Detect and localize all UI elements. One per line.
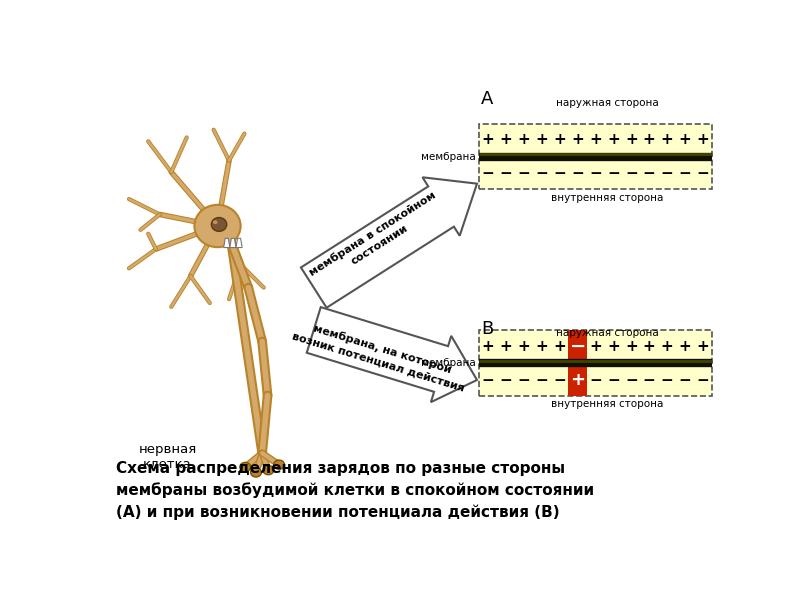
Text: +: + (570, 371, 585, 389)
Text: −: − (482, 166, 494, 181)
Ellipse shape (213, 220, 218, 224)
Text: B: B (481, 320, 493, 338)
Text: нервная
клетка: нервная клетка (138, 443, 197, 471)
Text: −: − (607, 166, 620, 181)
Text: +: + (500, 132, 513, 147)
Text: −: − (500, 373, 513, 388)
Ellipse shape (250, 468, 262, 477)
Text: внутренняя сторона: внутренняя сторона (551, 399, 663, 409)
Ellipse shape (263, 466, 274, 475)
Text: −: − (482, 373, 494, 388)
Text: +: + (482, 338, 494, 353)
Text: +: + (697, 338, 710, 353)
Text: внутренняя сторона: внутренняя сторона (551, 193, 663, 203)
Text: −: − (643, 166, 656, 181)
Text: −: − (518, 166, 530, 181)
Text: −: − (535, 166, 548, 181)
Polygon shape (236, 238, 242, 248)
Text: −: − (697, 166, 710, 181)
Text: A: A (481, 91, 494, 109)
Text: −: − (554, 166, 566, 181)
Polygon shape (230, 238, 236, 248)
Text: мембрана: мембрана (422, 152, 476, 161)
Text: Схема распределения зарядов по разные стороны
мембраны возбудимой клетки в споко: Схема распределения зарядов по разные ст… (116, 461, 594, 520)
Text: +: + (535, 338, 548, 353)
Text: −: − (678, 373, 691, 388)
Text: −: − (500, 166, 513, 181)
Text: −: − (535, 373, 548, 388)
Text: +: + (625, 132, 638, 147)
Text: +: + (643, 132, 656, 147)
Text: +: + (589, 338, 602, 353)
Text: +: + (518, 132, 530, 147)
Text: −: − (697, 373, 710, 388)
Text: мембрана, на которой
возник потенциал действия: мембрана, на которой возник потенциал де… (290, 317, 470, 393)
Text: +: + (661, 338, 674, 353)
Polygon shape (301, 177, 477, 308)
Text: −: − (570, 337, 586, 356)
Text: −: − (661, 373, 674, 388)
Text: наружная сторона: наружная сторона (556, 98, 658, 108)
Text: +: + (571, 132, 584, 147)
Polygon shape (224, 238, 230, 248)
Text: −: − (678, 166, 691, 181)
Text: +: + (678, 338, 691, 353)
Bar (479, 331, 712, 396)
Text: +: + (678, 132, 691, 147)
Text: +: + (500, 338, 513, 353)
Text: −: − (554, 373, 566, 388)
Text: мембрана в спокойном
состоянии: мембрана в спокойном состоянии (307, 190, 445, 289)
Text: −: − (518, 373, 530, 388)
Text: −: − (607, 373, 620, 388)
Text: +: + (625, 338, 638, 353)
Text: +: + (482, 132, 494, 147)
Text: +: + (643, 338, 656, 353)
Text: −: − (571, 166, 584, 181)
Text: −: − (589, 373, 602, 388)
Ellipse shape (240, 463, 250, 472)
Text: −: − (643, 373, 656, 388)
Ellipse shape (194, 205, 241, 247)
Text: −: − (661, 166, 674, 181)
Text: +: + (554, 132, 566, 147)
Bar (568, 331, 587, 396)
Text: +: + (535, 132, 548, 147)
Text: +: + (607, 132, 620, 147)
Text: +: + (518, 338, 530, 353)
Text: мембрана: мембрана (422, 358, 476, 368)
Ellipse shape (274, 460, 285, 469)
Ellipse shape (211, 218, 226, 232)
Text: наружная сторона: наружная сторона (556, 328, 658, 338)
Polygon shape (306, 307, 477, 402)
Text: +: + (697, 132, 710, 147)
Text: −: − (589, 166, 602, 181)
Bar (479, 124, 712, 190)
Text: +: + (607, 338, 620, 353)
Text: +: + (661, 132, 674, 147)
Text: −: − (625, 166, 638, 181)
Text: +: + (589, 132, 602, 147)
Text: −: − (625, 373, 638, 388)
Text: +: + (554, 338, 566, 353)
